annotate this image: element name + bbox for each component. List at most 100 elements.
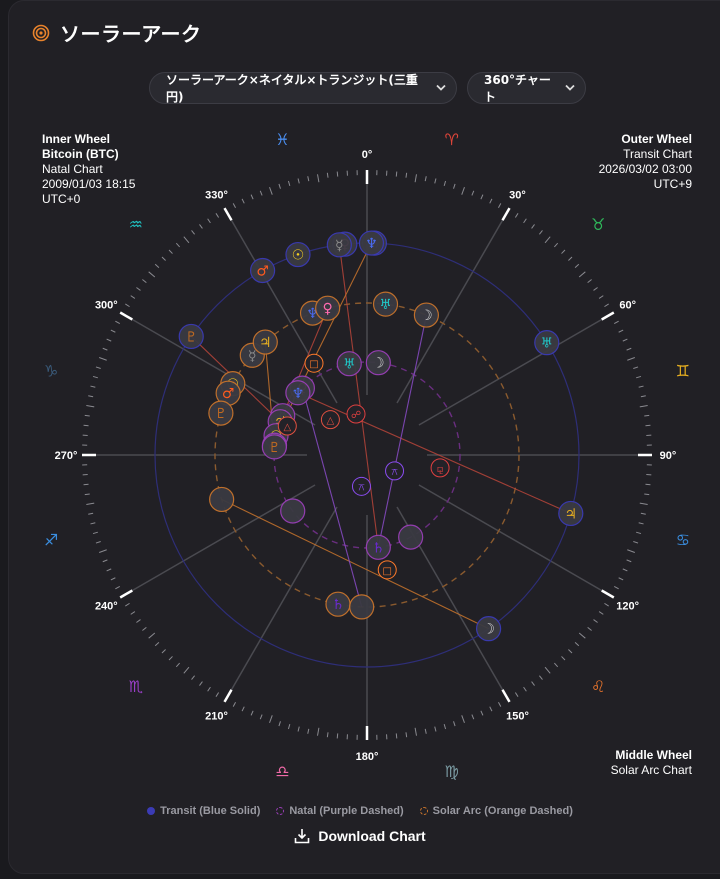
major-degree-tick <box>601 589 615 599</box>
degree-tick <box>622 568 628 572</box>
inner-wheel-chart: Natal Chart <box>42 162 103 176</box>
degree-label: 330° <box>205 189 228 201</box>
legend-label: Natal (Purple Dashed) <box>289 805 404 817</box>
degree-tick <box>395 733 398 739</box>
degree-tick <box>443 180 447 186</box>
zodiac-libra-icon: ♎ <box>275 762 289 781</box>
degree-tick <box>241 198 245 204</box>
degree-tick <box>175 242 181 248</box>
transit-planet-sun: ☉ <box>285 241 311 268</box>
degree-tick <box>183 666 190 674</box>
degree-tick <box>95 366 101 369</box>
degree-tick <box>86 405 95 408</box>
chart-type-value: ソーラーアーク×ネイタル×トランジット(三重円) <box>166 73 418 104</box>
degree-tick <box>168 656 173 661</box>
major-degree-tick <box>501 207 511 221</box>
degree-tick <box>259 714 263 720</box>
degree-tick <box>627 549 635 553</box>
degree-tick <box>480 194 484 200</box>
jupiter-icon: ♃ <box>565 506 578 522</box>
aspect-line <box>338 244 379 548</box>
degree-tick <box>636 375 642 379</box>
aspect-line <box>221 498 489 630</box>
degree-tick <box>640 512 646 515</box>
degree-label: 30° <box>509 189 526 201</box>
degree-tick <box>307 728 310 734</box>
natal-planet-pluto: ♇ <box>261 434 287 460</box>
planet-disc <box>250 257 276 284</box>
planet-disc <box>365 350 391 376</box>
degree-tick <box>92 531 98 535</box>
degree-tick <box>461 187 465 195</box>
solar-arc-planet-jupiter: ♃ <box>252 329 278 355</box>
chart-controls: ソーラーアーク×ネイタル×トランジット(三重円) 360°チャート <box>149 72 586 104</box>
planet-disc <box>349 594 375 620</box>
degree-label: 240° <box>95 601 118 613</box>
zodiac-sagittarius-icon: ♐ <box>44 531 58 550</box>
zodiac-scorpio-icon: ♏ <box>129 677 143 696</box>
degree-tick <box>553 662 559 668</box>
degree-tick <box>130 295 136 299</box>
degree-tick <box>636 531 642 535</box>
degree-tick <box>86 502 95 505</box>
degree-tick <box>336 171 339 177</box>
aspect-marker: □ <box>377 560 397 580</box>
planet-disc <box>534 330 560 356</box>
view-select[interactable]: 360°チャート <box>467 72 586 104</box>
natal-planet-moon: ☽ <box>365 350 391 376</box>
degree-tick <box>471 190 475 196</box>
degree-tick <box>142 626 147 631</box>
major-degree-tick <box>119 311 133 321</box>
house-cusp-line <box>227 506 338 696</box>
degree-tick <box>115 320 121 324</box>
outer-wheel-label: Outer Wheel <box>621 132 692 146</box>
degree-tick <box>639 405 648 408</box>
degree-tick <box>633 541 639 544</box>
degree-tick <box>215 692 220 697</box>
degree-tick <box>561 656 566 661</box>
degree-tick <box>405 172 408 178</box>
planet-disc <box>285 380 311 406</box>
degree-tick <box>514 692 519 697</box>
degree-tick <box>640 395 646 398</box>
aspect-marker-ring <box>385 461 405 481</box>
planet-disc <box>475 616 502 642</box>
middle-wheel-info: Middle Wheel Solar Arc Chart <box>611 748 692 778</box>
mars-icon: ♂ <box>256 263 269 279</box>
degree-tick <box>578 632 586 639</box>
degree-tick <box>587 279 592 284</box>
degree-tick <box>183 236 190 244</box>
degree-label: 60° <box>619 300 636 312</box>
degree-tick <box>480 710 484 716</box>
degree-tick <box>297 726 300 732</box>
degree-tick <box>424 176 427 182</box>
pluto-icon: ♇ <box>215 406 228 422</box>
planet-disc <box>285 241 311 268</box>
degree-tick <box>250 194 254 200</box>
moon-icon: ☽ <box>372 356 385 372</box>
legend-swatch-transit <box>147 807 156 815</box>
zodiac-aries-icon: ♈ <box>444 130 458 149</box>
chevron-down-icon <box>426 83 446 94</box>
chart-type-select[interactable]: ソーラーアーク×ネイタル×トランジット(三重円) <box>149 72 457 104</box>
download-chart-button[interactable]: Download Chart <box>0 828 720 844</box>
natal-planet-saturn: ♄ <box>365 534 391 560</box>
degree-tick <box>544 666 551 674</box>
degree-label: 210° <box>205 711 228 723</box>
uranus-icon: ♅ <box>541 336 554 352</box>
degree-tick <box>232 203 236 209</box>
degree-tick <box>568 256 573 261</box>
degree-tick <box>287 180 291 186</box>
degree-tick <box>633 366 639 369</box>
zodiac-pisces-icon: ♓ <box>275 130 289 149</box>
degree-tick <box>125 602 130 607</box>
aspect-marker: △ <box>277 416 297 436</box>
degree-tick <box>148 632 156 639</box>
degree-tick <box>99 549 107 553</box>
degree-tick <box>297 178 300 184</box>
aspect-marker: ⚻ <box>385 461 405 481</box>
aspect-glyph-icon: □ <box>309 359 318 370</box>
transit-planet-neptune: ♆ <box>358 230 385 256</box>
degree-tick <box>514 213 519 218</box>
degree-tick <box>278 183 281 189</box>
